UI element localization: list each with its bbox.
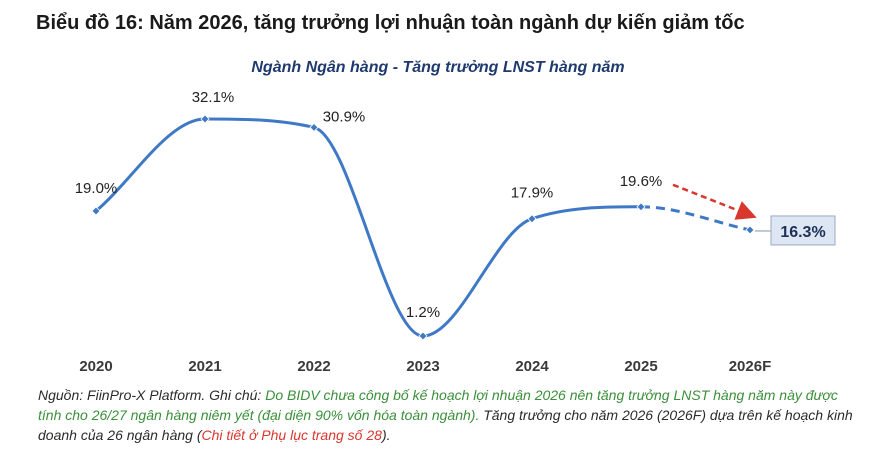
- data-point: [745, 225, 755, 235]
- x-tick-label: 2023: [406, 358, 439, 375]
- source-label: Nguồn: FiinPro-X Platform. Ghi chú:: [38, 387, 266, 403]
- x-tick-label: 2026F: [729, 358, 772, 375]
- data-point: [636, 202, 646, 212]
- data-label: 1.2%: [406, 304, 440, 321]
- x-tick-label: 2021: [188, 358, 221, 375]
- data-label: 17.9%: [511, 185, 554, 202]
- appendix-reference: Chi tiết ở Phụ lục trang số 28: [201, 427, 382, 443]
- x-tick-label: 2022: [297, 358, 330, 375]
- data-point: [91, 206, 101, 216]
- data-point: [309, 122, 319, 132]
- source-note: Nguồn: FiinPro-X Platform. Ghi chú: Do B…: [38, 385, 858, 445]
- figure-title: Biểu đồ 16: Năm 2026, tăng trưởng lợi nh…: [36, 12, 745, 34]
- note-green: Do BIDV chưa công bố kế hoạch lợi nhuận …: [38, 387, 838, 423]
- note-rest: Tăng trưởng cho năm 2026 (2026F) dựa trê…: [38, 407, 853, 443]
- data-label: 19.6%: [620, 173, 663, 190]
- data-point: [200, 114, 210, 124]
- x-tick-label: 2024: [515, 358, 549, 375]
- data-point: [418, 331, 428, 341]
- x-tick-label: 2020: [79, 358, 112, 375]
- line-chart: Ngành Ngân hàng - Tăng trưởng LNST hàng …: [75, 59, 836, 375]
- x-tick-label: 2025: [624, 358, 657, 375]
- data-label: 32.1%: [192, 89, 235, 106]
- data-label: 30.9%: [323, 108, 366, 125]
- data-label: 19.0%: [75, 180, 118, 197]
- series-line-actual: [94, 117, 643, 338]
- data-point: [527, 214, 537, 224]
- note-end: ).: [381, 427, 391, 443]
- highlight-label: 16.3%: [780, 224, 825, 241]
- chart-title: Ngành Ngân hàng - Tăng trưởng LNST hàng …: [251, 59, 624, 76]
- trend-down-arrow: [672, 183, 757, 220]
- highlight-box: [770, 215, 836, 246]
- series-line-forecast: [640, 205, 751, 232]
